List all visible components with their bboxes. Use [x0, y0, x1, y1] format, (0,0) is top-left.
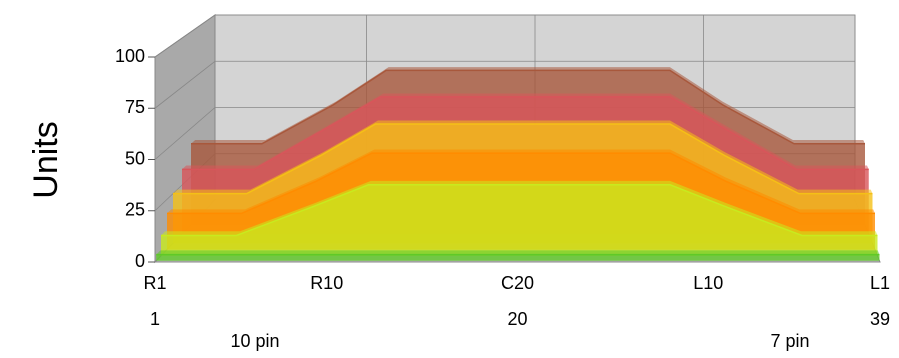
y-tick-label: 100 — [115, 46, 145, 66]
x-tick-label-secondary: 39 — [870, 309, 890, 329]
y-tick-label: 25 — [125, 200, 145, 220]
area-top — [156, 250, 880, 255]
area-face — [161, 184, 878, 256]
annotation: 10 pin — [230, 331, 279, 351]
annotation: 7 pin — [770, 331, 809, 351]
y-axis-label: Units — [27, 121, 65, 198]
x-tick-label: C20 — [501, 273, 534, 293]
x-tick-label-secondary: 20 — [507, 309, 527, 329]
area-face — [156, 254, 880, 261]
x-tick-label-secondary: 1 — [150, 309, 160, 329]
area — [182, 96, 869, 171]
y-tick-label: 0 — [135, 251, 145, 271]
area — [191, 69, 865, 145]
area-top — [173, 120, 873, 194]
area — [173, 123, 873, 195]
area — [167, 152, 875, 215]
area — [161, 184, 878, 237]
y-tick-label: 50 — [125, 148, 145, 168]
x-tick-label: L10 — [693, 273, 723, 293]
y-tick-label: 75 — [125, 97, 145, 117]
area-top — [167, 149, 875, 214]
x-tick-label: R10 — [310, 273, 343, 293]
x-tick-label: L1 — [870, 273, 890, 293]
x-tick-label: R1 — [143, 273, 166, 293]
area-top — [161, 180, 878, 236]
area-top — [191, 67, 865, 144]
